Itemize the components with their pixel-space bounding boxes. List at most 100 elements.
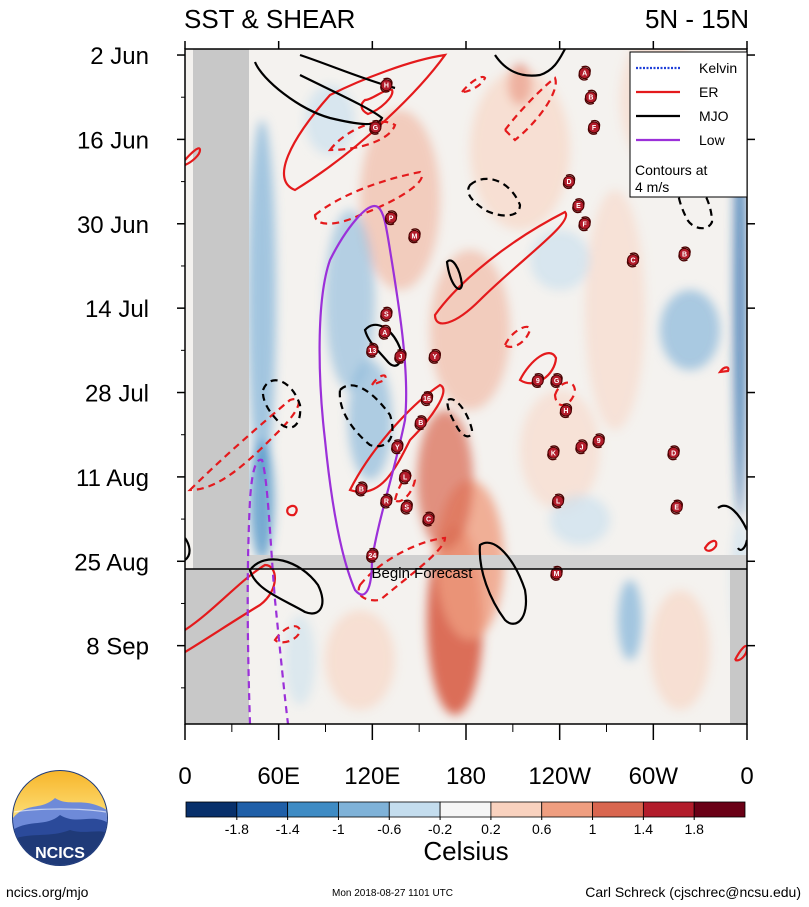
storm-label: L — [754, 366, 759, 373]
storm-symbol: Y — [428, 348, 442, 364]
er-contour — [348, 383, 445, 493]
y-tick-label: 11 Aug — [76, 465, 149, 492]
er-contour-negative — [393, 475, 417, 503]
colorbar-unit-label: Celsius — [423, 836, 508, 866]
storm-label: J — [398, 354, 402, 361]
er-contour — [433, 210, 568, 325]
footer-url[interactable]: ncics.org/mjo — [6, 884, 89, 900]
colorbar-swatch — [439, 801, 492, 818]
sst-anomaly-blob — [585, 190, 645, 430]
x-tick-label: 60E — [257, 763, 300, 790]
storm-label: L — [403, 474, 408, 481]
colorbar-swatch — [592, 801, 644, 818]
x-tick-label: 0 — [740, 763, 753, 790]
low-contour — [318, 204, 408, 596]
storm-label: K — [551, 450, 556, 457]
storm-label: M — [412, 233, 418, 240]
colorbar-swatch — [287, 801, 339, 818]
storm-symbol: J — [575, 439, 588, 455]
legend-label: MJO — [699, 108, 729, 124]
mjo-contour — [253, 61, 384, 126]
legend-label: Low — [699, 132, 726, 148]
storm-symbol: D — [667, 445, 680, 461]
storm-symbol: D — [562, 174, 576, 189]
colorbar-tick-label: -1 — [332, 821, 345, 837]
storm-label: 9 — [536, 378, 540, 385]
storm-label: P — [389, 215, 394, 222]
er-contour — [360, 88, 394, 116]
tropical-cyclone-tracks: H G A B F D E F P M C B S A 13 J Y 9 G L 16 B H Y K J 9 D L B R S C L E 24 M — [355, 65, 762, 581]
sst-anomaly-blob — [650, 590, 710, 710]
storm-symbol: M — [408, 228, 421, 244]
storm-symbol: 24 — [366, 547, 379, 563]
storm-symbol: 9 — [531, 373, 545, 388]
storm-label: S — [384, 312, 389, 319]
mjo-contour-negative — [338, 384, 394, 448]
storm-symbol: 9 — [592, 433, 605, 449]
er-contour-negative — [503, 76, 557, 142]
colorbar-tick-label: -0.6 — [377, 821, 401, 837]
low-contour-negative — [246, 458, 290, 724]
storm-symbol: 16 — [420, 391, 434, 406]
y-tick-label: 8 Sep — [86, 634, 149, 661]
er-contour-negative — [503, 325, 532, 348]
er-contour — [185, 563, 276, 653]
storm-label: B — [588, 95, 593, 102]
storm-symbol: K — [547, 445, 560, 461]
storm-symbol: R — [380, 493, 393, 509]
land-mask-africa — [193, 49, 249, 569]
logo-text: NCICS — [35, 845, 85, 862]
sst-anomaly-blob — [530, 230, 590, 290]
colorbar-tick-label: -1.4 — [276, 821, 300, 837]
storm-symbol: F — [578, 216, 591, 232]
storm-label: C — [631, 257, 636, 264]
sst-anomaly-blob — [248, 120, 276, 480]
storm-symbol: E — [670, 499, 683, 515]
storm-symbol: J — [394, 348, 407, 364]
storm-label: H — [384, 83, 389, 90]
legend-label: Kelvin — [699, 60, 737, 76]
mjo-contour-negative — [676, 176, 714, 230]
colorbar-tick-label: 0.2 — [481, 821, 501, 837]
colorbar-tick-label: 1.4 — [634, 821, 654, 837]
storm-label: M — [554, 571, 560, 578]
sst-anomaly-blob — [348, 360, 392, 480]
sst-anomaly-blob — [618, 580, 642, 660]
colorbar-tick-label: 1 — [589, 821, 597, 837]
storm-label: C — [426, 517, 431, 524]
storm-label: F — [592, 125, 597, 132]
x-tick-label: 0 — [178, 763, 191, 790]
y-axis: 2 Jun 16 Jun 30 Jun 14 Jul 28 Jul 11 Aug 25 Au… — [74, 43, 755, 689]
er-contour — [286, 504, 298, 517]
mjo-contour-negative — [261, 379, 302, 429]
storm-symbol: B — [414, 415, 427, 431]
storm-symbol: G — [550, 373, 563, 388]
er-contour-negative — [369, 374, 387, 388]
storm-symbol: H — [380, 77, 393, 93]
storm-label: L — [556, 499, 561, 506]
y-tick-label: 25 Aug — [74, 549, 149, 576]
er-contour-negative — [327, 120, 397, 152]
er-contour-negative — [187, 397, 300, 492]
wind-shear-contours — [185, 49, 747, 724]
chart-title: SST & SHEAR — [184, 4, 355, 34]
storm-label: F — [583, 221, 588, 228]
sst-anomaly-blob — [325, 210, 375, 390]
er-contour — [734, 644, 747, 662]
footer-timestamp: Mon 2018-08-27 1101 UTC — [332, 888, 453, 899]
x-tick-label: 180 — [446, 763, 486, 790]
sst-anomaly-blob — [360, 110, 440, 290]
storm-symbol: P — [384, 210, 398, 226]
storm-symbol: L — [751, 362, 762, 376]
y-tick-label: 14 Jul — [85, 296, 149, 323]
storm-symbol: B — [355, 481, 368, 497]
storm-symbol: C — [422, 511, 435, 527]
colorbar-swatch — [236, 801, 289, 818]
legend-note-line1: Contours at — [635, 162, 707, 178]
mjo-contour-negative — [446, 398, 474, 438]
chart-subtitle: 5N - 15N — [645, 4, 749, 34]
sst-anomaly-blob — [660, 290, 720, 370]
storm-label: A — [582, 71, 587, 78]
legend-note-line2: 4 m/s — [635, 179, 669, 195]
storm-symbol: B — [678, 246, 691, 262]
